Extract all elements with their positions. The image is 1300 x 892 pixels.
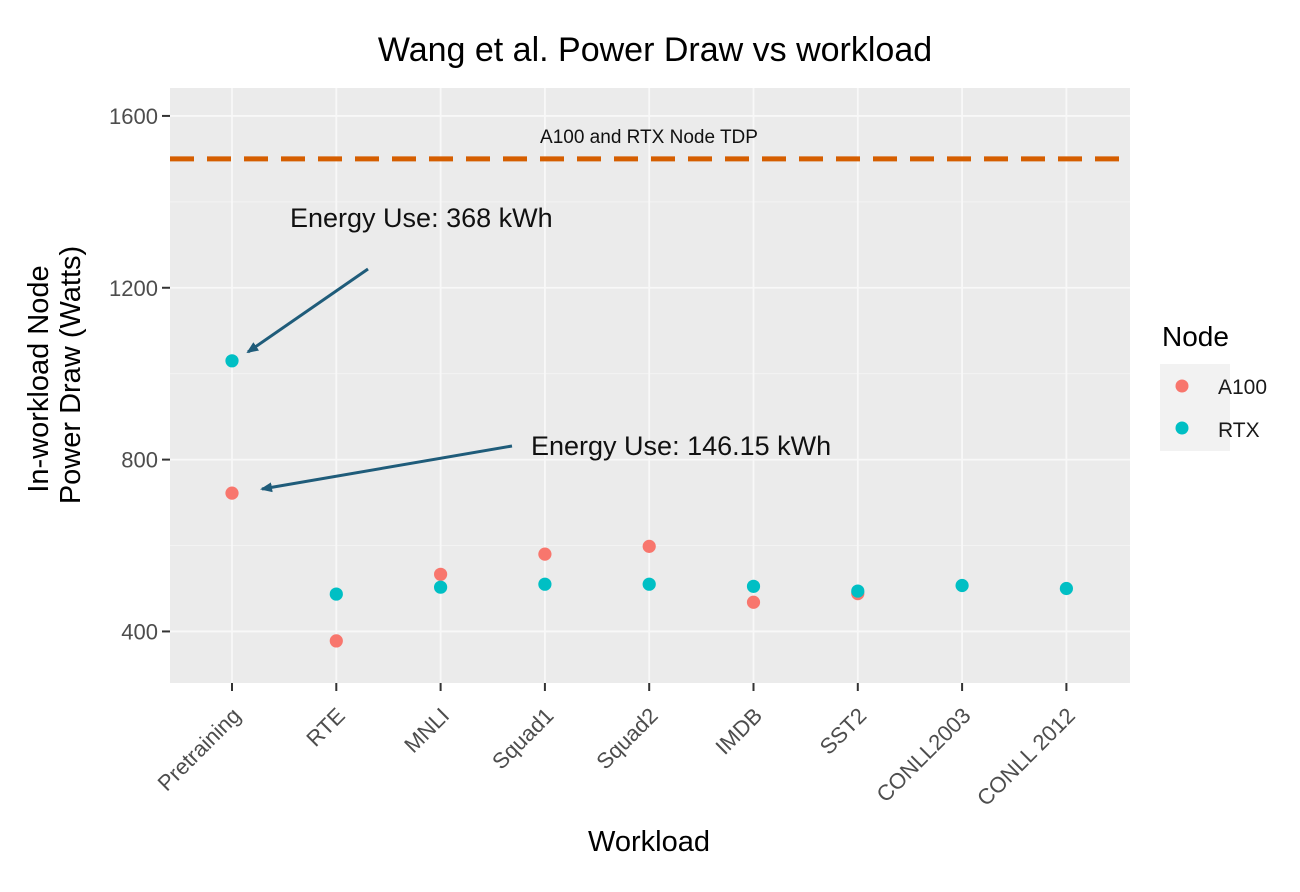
point-rtx-sst2 (851, 584, 865, 598)
x-tick-label-7: CONLL2003 (871, 703, 975, 807)
x-tick-label-5: IMDB (710, 703, 767, 760)
legend: Node A100 RTX (1160, 321, 1267, 451)
reference-line-group: A100 and RTX Node TDP (170, 127, 1130, 162)
point-rtx-squad2 (642, 577, 656, 591)
point-a100-imdb (746, 595, 761, 609)
point-rtx-pretraining (225, 354, 239, 368)
x-axis-title: Workload (588, 826, 710, 858)
chart-title: Wang et al. Power Draw vs workload (378, 31, 932, 69)
y-axis-title-line-1: In-workload Node (23, 265, 55, 492)
y-axis: 400 800 1200 1600 (109, 104, 170, 644)
point-rtx-mnli (434, 580, 448, 594)
x-tick-label-3: Squad1 (487, 703, 558, 774)
y-tick-label-1600: 1600 (109, 104, 158, 129)
x-tick-label-2: MNLI (399, 703, 454, 758)
point-a100-pretraining (225, 486, 239, 500)
point-rtx-imdb (746, 579, 761, 593)
y-tick-label-800: 800 (121, 448, 158, 473)
point-a100-mnli (434, 567, 448, 581)
legend-key-background (1160, 364, 1230, 451)
legend-marker-a100 (1175, 379, 1189, 393)
legend-label-a100: A100 (1218, 376, 1267, 399)
data-points (225, 354, 1073, 648)
y-axis-title: In-workload Node Power Draw (Watts) (23, 246, 87, 504)
legend-title: Node (1162, 321, 1229, 352)
x-tick-label-8: CONLL 2012 (972, 703, 1080, 811)
annotation-energy-rtx: Energy Use: 368 kWh (290, 203, 553, 233)
x-axis: Pretraining RTE MNLI Squad1 Squad2 IMDB SST2 CO… (153, 683, 1080, 811)
y-tick-label-1200: 1200 (109, 276, 158, 301)
annotation-energy-a100: Energy Use: 146.15 kWh (531, 431, 831, 461)
annotation-arrow-rtx (246, 267, 369, 354)
reference-line-label: A100 and RTX Node TDP (540, 127, 758, 148)
legend-marker-rtx (1175, 421, 1189, 435)
y-tick-label-400: 400 (121, 619, 158, 644)
legend-label-rtx: RTX (1218, 419, 1260, 442)
point-rtx-rte (329, 587, 343, 601)
point-rtx-conll2003 (955, 578, 969, 593)
annotation-arrow-a100 (260, 444, 513, 493)
x-tick-label-6: SST2 (815, 703, 872, 760)
annotation-layer: Energy Use: 368 kWh Energy Use: 146.15 k… (246, 203, 831, 493)
point-a100-rte (329, 634, 343, 648)
point-rtx-squad1 (538, 577, 552, 591)
point-a100-squad1 (538, 547, 552, 561)
y-axis-title-line-2: Power Draw (Watts) (55, 246, 87, 504)
point-rtx-conll-2012 (1059, 581, 1073, 596)
x-tick-label-0: Pretraining (153, 703, 246, 796)
x-tick-label-4: Squad2 (591, 703, 662, 774)
point-a100-squad2 (642, 539, 656, 553)
x-tick-label-1: RTE (301, 703, 350, 752)
